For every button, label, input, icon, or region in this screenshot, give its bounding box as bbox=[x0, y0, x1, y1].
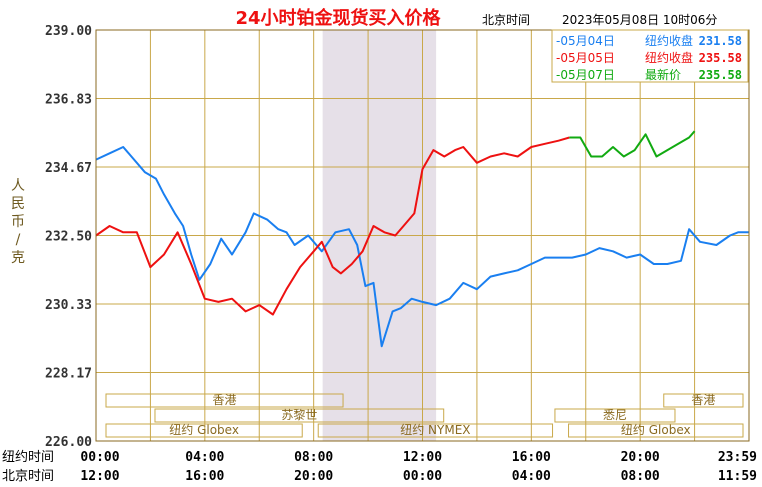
legend-label: 纽约收盘 bbox=[645, 33, 693, 48]
market-session-box bbox=[317, 423, 554, 438]
market-session-box bbox=[154, 408, 445, 423]
x-tick-label: 08:00 bbox=[621, 469, 660, 484]
market-session-box bbox=[554, 408, 676, 423]
legend-value: 235.58 bbox=[699, 51, 742, 65]
timestamp: 2023年05月08日 10时06分 bbox=[562, 13, 717, 27]
x-tick-label: 16:00 bbox=[185, 469, 224, 484]
x-tick-label: 04:00 bbox=[512, 469, 551, 484]
legend-box bbox=[551, 29, 749, 83]
legend-value: 235.58 bbox=[699, 68, 742, 82]
x-row-label: 北京时间 bbox=[2, 469, 54, 484]
y-axis-label-char: / bbox=[16, 232, 21, 248]
y-tick-labels: 239.00 236.83 234.67 232.50 230.33 228.17 226.… bbox=[45, 24, 92, 450]
market-session-box bbox=[105, 423, 303, 438]
market-session-label: 香港 bbox=[691, 393, 715, 407]
market-session-label: 苏黎世 bbox=[281, 408, 317, 422]
timezone-label: 北京时间 bbox=[482, 13, 530, 27]
market-session-label: 香港 bbox=[213, 393, 237, 407]
series-line-05月04日 bbox=[95, 146, 749, 348]
x-axis-rows: 纽约时间 00:00 04:00 08:00 12:00 16:00 20:00 23:59 北… bbox=[2, 450, 757, 484]
x-tick-label: 00:00 bbox=[80, 450, 119, 465]
legend-value: 231.58 bbox=[699, 34, 742, 48]
x-tick-label: 20:00 bbox=[621, 450, 660, 465]
x-tick-label: 16:00 bbox=[512, 450, 551, 465]
market-session-label: 纽约 Globex bbox=[169, 422, 239, 437]
plot-border bbox=[95, 29, 750, 442]
legend-label: 最新价 bbox=[645, 67, 681, 82]
x-tick-label: 08:00 bbox=[294, 450, 333, 465]
market-session-box bbox=[105, 393, 344, 408]
y-tick-label: 232.50 bbox=[45, 230, 92, 245]
x-row-label: 纽约时间 bbox=[2, 450, 54, 465]
y-axis-label: 人民币 / 克 bbox=[11, 178, 25, 266]
y-tick-label: 230.33 bbox=[45, 298, 92, 313]
legend: -05月04日 纽约收盘 231.58-05月05日 纽约收盘 235.58-05月07… bbox=[551, 29, 749, 83]
market-session-box bbox=[663, 393, 744, 408]
legend-date: -05月07日 bbox=[556, 68, 615, 82]
market-session-label: 纽约 NYMEX bbox=[400, 422, 470, 437]
y-axis-label-char: 民 bbox=[11, 196, 25, 212]
legend-date: -05月04日 bbox=[556, 34, 615, 48]
market-session-box bbox=[568, 423, 744, 438]
market-session-label: 悉尼 bbox=[603, 408, 627, 422]
y-tick-label: 228.17 bbox=[45, 367, 92, 382]
y-tick-label: 226.00 bbox=[45, 435, 92, 450]
x-tick-label: 12:00 bbox=[80, 469, 119, 484]
y-axis-label-char: 人 bbox=[11, 178, 25, 194]
y-tick-label: 239.00 bbox=[45, 24, 92, 39]
x-tick-label: 20:00 bbox=[294, 469, 333, 484]
x-tick-label: 00:00 bbox=[403, 469, 442, 484]
x-tick-label: 04:00 bbox=[185, 450, 224, 465]
x-tick-label: 11:59 bbox=[718, 469, 757, 484]
chart-title: 24小时铂金现货买入价格 bbox=[235, 7, 441, 29]
legend-label: 纽约收盘 bbox=[645, 50, 693, 65]
x-tick-label: 12:00 bbox=[403, 450, 442, 465]
legend-date: -05月05日 bbox=[556, 51, 615, 65]
y-axis-label-char: 币 bbox=[11, 214, 25, 230]
series-line-05月05日 bbox=[95, 136, 570, 316]
market-session-label: 纽约 Globex bbox=[621, 422, 691, 437]
y-tick-label: 236.83 bbox=[45, 93, 92, 108]
series-line-05月07日 bbox=[569, 130, 696, 158]
y-axis-label-char: 克 bbox=[11, 250, 25, 266]
series-layer bbox=[95, 130, 749, 348]
x-tick-label: 23:59 bbox=[718, 450, 757, 465]
y-tick-label: 234.67 bbox=[45, 161, 92, 176]
